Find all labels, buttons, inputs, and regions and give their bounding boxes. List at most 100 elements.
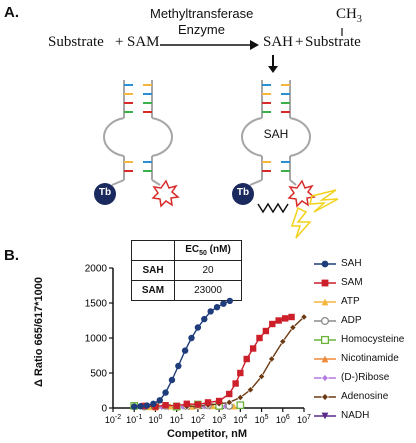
reaction-arrow-head — [250, 40, 259, 50]
data-point — [162, 402, 169, 409]
data-point — [168, 376, 176, 384]
chart-legend: SAH SAM ATP ADP Homocysteine Nicotinamide (D-)… — [314, 254, 404, 425]
legend-marker-icon — [314, 298, 336, 305]
legend-marker — [321, 373, 329, 382]
ec50-table: EC50 (nM) SAH 20 SAM 23000 — [131, 240, 242, 301]
x-tick-label: 104 — [233, 414, 247, 425]
data-point — [181, 347, 189, 354]
legend-marker-icon — [314, 316, 336, 325]
data-point — [256, 334, 263, 342]
enzyme-label-line2: Enzyme — [178, 22, 225, 37]
enzyme-label-line1: Methyltransferase — [150, 6, 254, 21]
x-tick-label: 103 — [212, 414, 226, 425]
data-point — [175, 362, 182, 370]
y-axis-title: Δ Ratio 665/617*1000 — [33, 276, 45, 388]
data-point — [281, 315, 289, 322]
legend-marker-icon — [314, 412, 336, 419]
legend-item: NADH — [314, 406, 404, 425]
data-point — [162, 389, 169, 396]
ec50-row-value: 23000 — [174, 280, 242, 301]
panel-a-label: A. — [4, 4, 19, 21]
legend-marker — [321, 279, 329, 286]
data-point — [194, 324, 202, 331]
legend-marker — [321, 412, 329, 419]
legend-marker-icon — [314, 373, 336, 382]
down-arrow-head — [268, 66, 278, 73]
data-point — [215, 397, 223, 405]
data-point — [232, 380, 239, 387]
series-sah — [131, 297, 234, 410]
y-tick-label: 0 — [101, 404, 107, 415]
data-point — [243, 355, 250, 363]
data-point — [288, 313, 295, 321]
panel-b-label: B. — [4, 247, 19, 264]
data-point — [152, 403, 159, 410]
assay-scheme-diagram — [94, 28, 343, 239]
y-tick-label: 500 — [90, 369, 107, 380]
legend-label: ATP — [341, 296, 360, 307]
legend-label: Adenosine — [341, 391, 389, 402]
legend-marker — [320, 316, 330, 325]
legend-item: (D-)Ribose — [314, 368, 404, 387]
x-tick-label: 105 — [255, 414, 269, 425]
data-point — [183, 400, 190, 407]
data-point — [137, 403, 144, 410]
data-point — [194, 401, 202, 408]
data-point — [289, 323, 297, 332]
tb-donor-label-left: Tb — [98, 187, 112, 198]
legend-item: Adenosine — [314, 387, 404, 406]
data-point — [188, 334, 195, 342]
x-axis-title: Competitor, nM — [166, 428, 248, 440]
legend-item: ATP — [314, 292, 404, 311]
data-point — [204, 399, 212, 406]
legend-marker — [321, 392, 329, 401]
series-line — [134, 300, 231, 408]
x-tick-label: 102 — [191, 414, 205, 425]
legend-item: SAH — [314, 254, 404, 273]
data-point — [131, 403, 138, 410]
legend-item: Homocysteine — [314, 330, 404, 349]
bound-sah-label: SAH — [263, 127, 289, 141]
y-tick-label: 1500 — [85, 299, 108, 310]
x-tick-label: 101 — [170, 414, 184, 425]
data-point — [213, 304, 221, 311]
data-point — [246, 386, 255, 394]
legend-label: Homocysteine — [341, 334, 405, 345]
competition-plot: 0 500 1000 1500 2000 10-2 10-1 100 101 102 103 104 1… — [85, 264, 311, 426]
data-point — [268, 355, 276, 363]
data-point — [226, 390, 233, 398]
legend-marker-icon — [314, 355, 336, 362]
reactant-substrate: Substrate — [48, 34, 104, 50]
legend-marker-icon — [314, 392, 336, 401]
data-point — [236, 393, 244, 402]
y-tick-label: 1000 — [85, 334, 108, 345]
x-tick-label: 10-1 — [126, 414, 142, 425]
data-point — [207, 308, 214, 315]
data-point — [269, 320, 276, 328]
legend-marker-icon — [314, 335, 336, 344]
data-point — [262, 327, 270, 335]
legend-item: ADP — [314, 311, 404, 330]
legend-marker — [321, 355, 329, 362]
x-tick-label: 100 — [148, 414, 162, 425]
legend-marker — [320, 335, 330, 344]
legend-item: SAM — [314, 273, 404, 292]
data-point — [249, 345, 257, 352]
plus-sign-2: + — [295, 34, 304, 50]
legend-label: ADP — [341, 315, 362, 326]
x-tick-label: 106 — [276, 414, 290, 425]
legend-label: SAM — [341, 277, 363, 288]
data-point — [220, 300, 227, 307]
data-point — [173, 402, 180, 410]
data-point — [257, 372, 266, 381]
reactant-sam: SAM — [127, 34, 160, 50]
legend-marker-icon — [314, 279, 336, 286]
product-substrate: Substrate — [305, 34, 361, 50]
data-point — [279, 337, 287, 346]
legend-item: Nicotinamide — [314, 349, 404, 368]
legend-label: NADH — [341, 410, 370, 421]
data-point — [201, 315, 208, 323]
legend-marker — [321, 260, 329, 267]
ec50-row-sam: SAM 23000 — [131, 280, 242, 301]
data-point — [150, 400, 157, 407]
